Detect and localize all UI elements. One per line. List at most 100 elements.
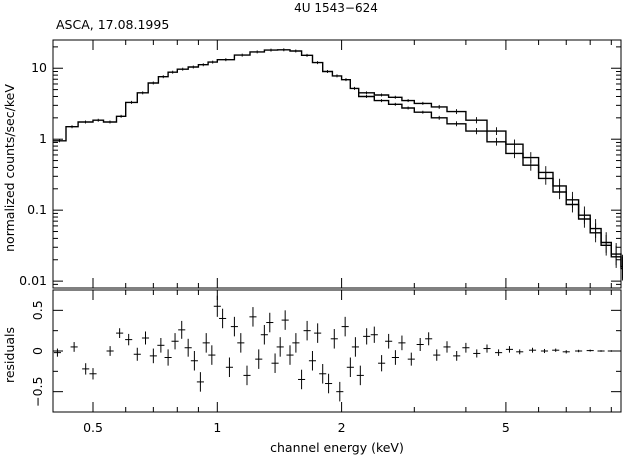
residual-point [575,349,583,353]
residual-point [276,337,284,357]
residual-point [271,353,279,373]
residual-point [149,348,157,364]
spectrum-series-1 [53,49,623,270]
residual-point [597,350,605,352]
residual-point [607,350,615,352]
y-tick-label: 0.5 [30,300,45,320]
residual-point [286,345,294,365]
figure-subtitle: ASCA, 17.08.1995 [56,17,169,32]
y-tick-label: 0.1 [27,202,47,217]
residual-point [230,316,238,337]
residual-point [303,320,311,341]
y-tick-label: 0 [30,347,45,355]
residual-point [341,316,349,337]
residual-point [330,329,338,349]
residual-point [125,333,133,346]
spectrum-y-axis-label: normalized counts/sec/keV [2,84,17,252]
residual-point [116,328,124,338]
y-tick-label: 1 [39,131,47,146]
residual-point [425,332,433,346]
residual-point [453,351,461,361]
residual-point [378,355,386,372]
x-tick-label: 2 [338,420,346,435]
residual-point [243,365,251,386]
residual-point [70,342,78,352]
residual-points-group [53,295,615,402]
residual-point [363,328,371,345]
x-tick-labels: 0.5 1 2 5 [83,420,510,435]
residual-point [346,357,354,378]
x-axis-label: channel energy (keV) [270,440,404,455]
residual-point [336,381,344,402]
residual-point [351,337,359,357]
residuals-plot-frame [52,289,622,413]
residual-point [106,346,114,356]
residual-point [319,364,327,384]
residual-point [528,347,537,353]
residual-point [473,349,481,358]
residual-point [370,326,378,343]
residual-point [281,310,289,330]
residuals-y-tick-labels: −0.5 0 0.5 [30,300,45,407]
x-tick-label: 0.5 [83,420,103,435]
residual-point [391,350,399,365]
residual-point [141,331,150,345]
residual-point [462,342,470,353]
residual-point [213,295,221,317]
residual-point [385,333,393,349]
residual-point [164,349,172,366]
residual-point [495,349,503,356]
residual-point [219,308,227,329]
residual-point [314,323,322,343]
residual-point [298,369,306,390]
residual-point [157,337,165,353]
residual-point [562,350,570,354]
residual-point [208,345,216,365]
residual-point [292,333,300,353]
residual-point [178,320,186,339]
residual-point [356,365,364,386]
residual-point [407,352,415,366]
residual-point [325,373,333,394]
spectrum-panel: 0.01 0.1 1 10 [19,39,623,289]
residual-point [249,307,257,327]
figure-title: 4U 1543−624 [294,1,378,15]
residual-point [586,349,594,352]
residual-point [225,357,233,378]
residual-point [53,348,61,357]
residual-point [416,337,424,351]
residual-point [171,333,179,350]
residual-point [184,338,192,357]
residual-point [266,312,274,333]
y-tick-label: 10 [31,60,47,75]
y-tick-label: −0.5 [30,377,45,407]
x-tick-label: 5 [502,420,510,435]
residual-point [202,333,210,353]
y-tick-label: 0.01 [19,273,47,288]
residual-point [237,333,245,353]
residual-point [190,351,198,371]
residual-point [443,341,451,353]
residual-point [540,348,549,354]
spectrum-plot-frame [52,39,622,289]
residual-point [516,349,524,355]
spectrum-axis-ticks [52,40,621,289]
x-tick-label: 1 [213,420,221,435]
residual-point [308,351,317,371]
residual-point [398,335,406,351]
residual-point [82,363,90,375]
residual-point [483,344,491,353]
residual-point [552,348,560,352]
residuals-axis-ticks [52,290,621,412]
residual-point [260,324,268,345]
residuals-panel: −0.5 0 0.5 0.5 1 2 5 [30,289,622,435]
spectrum-y-tick-labels: 0.01 0.1 1 10 [19,60,47,288]
residuals-y-axis-label: residuals [2,327,17,383]
residual-point [133,347,141,361]
residual-point [433,349,441,361]
spectrum-series-group [53,48,623,281]
residual-point [505,346,514,353]
residual-point [89,368,97,380]
residual-point [196,372,204,392]
